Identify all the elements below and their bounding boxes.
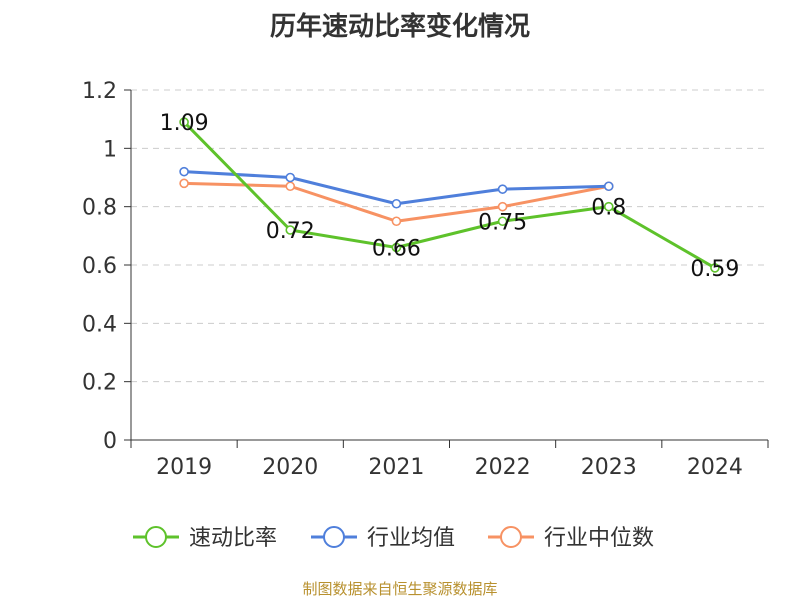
series-line bbox=[183, 121, 716, 270]
legend-marker bbox=[323, 526, 345, 548]
data-point bbox=[391, 216, 402, 227]
data-label: 1.09 bbox=[160, 111, 209, 136]
data-point bbox=[391, 242, 402, 253]
legend-marker bbox=[500, 526, 522, 548]
data-label: 0.59 bbox=[690, 257, 739, 282]
data-point bbox=[285, 181, 296, 192]
x-tick-label: 2023 bbox=[581, 455, 637, 480]
y-tick-label: 1.2 bbox=[82, 79, 117, 104]
data-label: 0.8 bbox=[591, 196, 626, 221]
chart-title: 历年速动比率变化情况 bbox=[269, 12, 530, 42]
data-point bbox=[391, 198, 402, 209]
legend-label: 行业均值 bbox=[367, 526, 455, 551]
y-tick-label: 0.8 bbox=[82, 196, 117, 221]
x-tick-label: 2019 bbox=[156, 455, 212, 480]
legend-label: 速动比率 bbox=[189, 526, 277, 551]
y-tick-label: 0.6 bbox=[82, 254, 117, 279]
data-point bbox=[497, 184, 508, 194]
x-tick-label: 2024 bbox=[687, 455, 743, 480]
data-point bbox=[497, 201, 508, 212]
y-tick-label: 0 bbox=[103, 429, 117, 454]
data-point bbox=[285, 172, 296, 183]
data-label: 0.75 bbox=[478, 210, 527, 235]
data-point bbox=[179, 117, 189, 127]
data-point bbox=[285, 225, 296, 235]
data-point bbox=[497, 216, 508, 227]
data-label: 0.72 bbox=[266, 219, 315, 244]
data-label: 0.66 bbox=[372, 237, 421, 262]
data-point bbox=[603, 201, 614, 212]
legend-label: 行业中位数 bbox=[544, 526, 654, 551]
data-point bbox=[179, 178, 189, 189]
y-tick-label: 1 bbox=[103, 137, 117, 162]
x-tick-label: 2021 bbox=[368, 455, 424, 480]
legend-marker bbox=[145, 526, 167, 548]
data-point bbox=[179, 166, 189, 177]
x-tick-label: 2020 bbox=[262, 455, 318, 480]
data-source-note: 制图数据来自恒生聚源数据库 bbox=[302, 580, 498, 598]
y-tick-label: 0.2 bbox=[82, 371, 117, 396]
y-tick-label: 0.4 bbox=[82, 312, 117, 337]
data-point bbox=[710, 263, 720, 273]
data-point bbox=[603, 181, 614, 192]
x-tick-label: 2022 bbox=[475, 455, 531, 480]
